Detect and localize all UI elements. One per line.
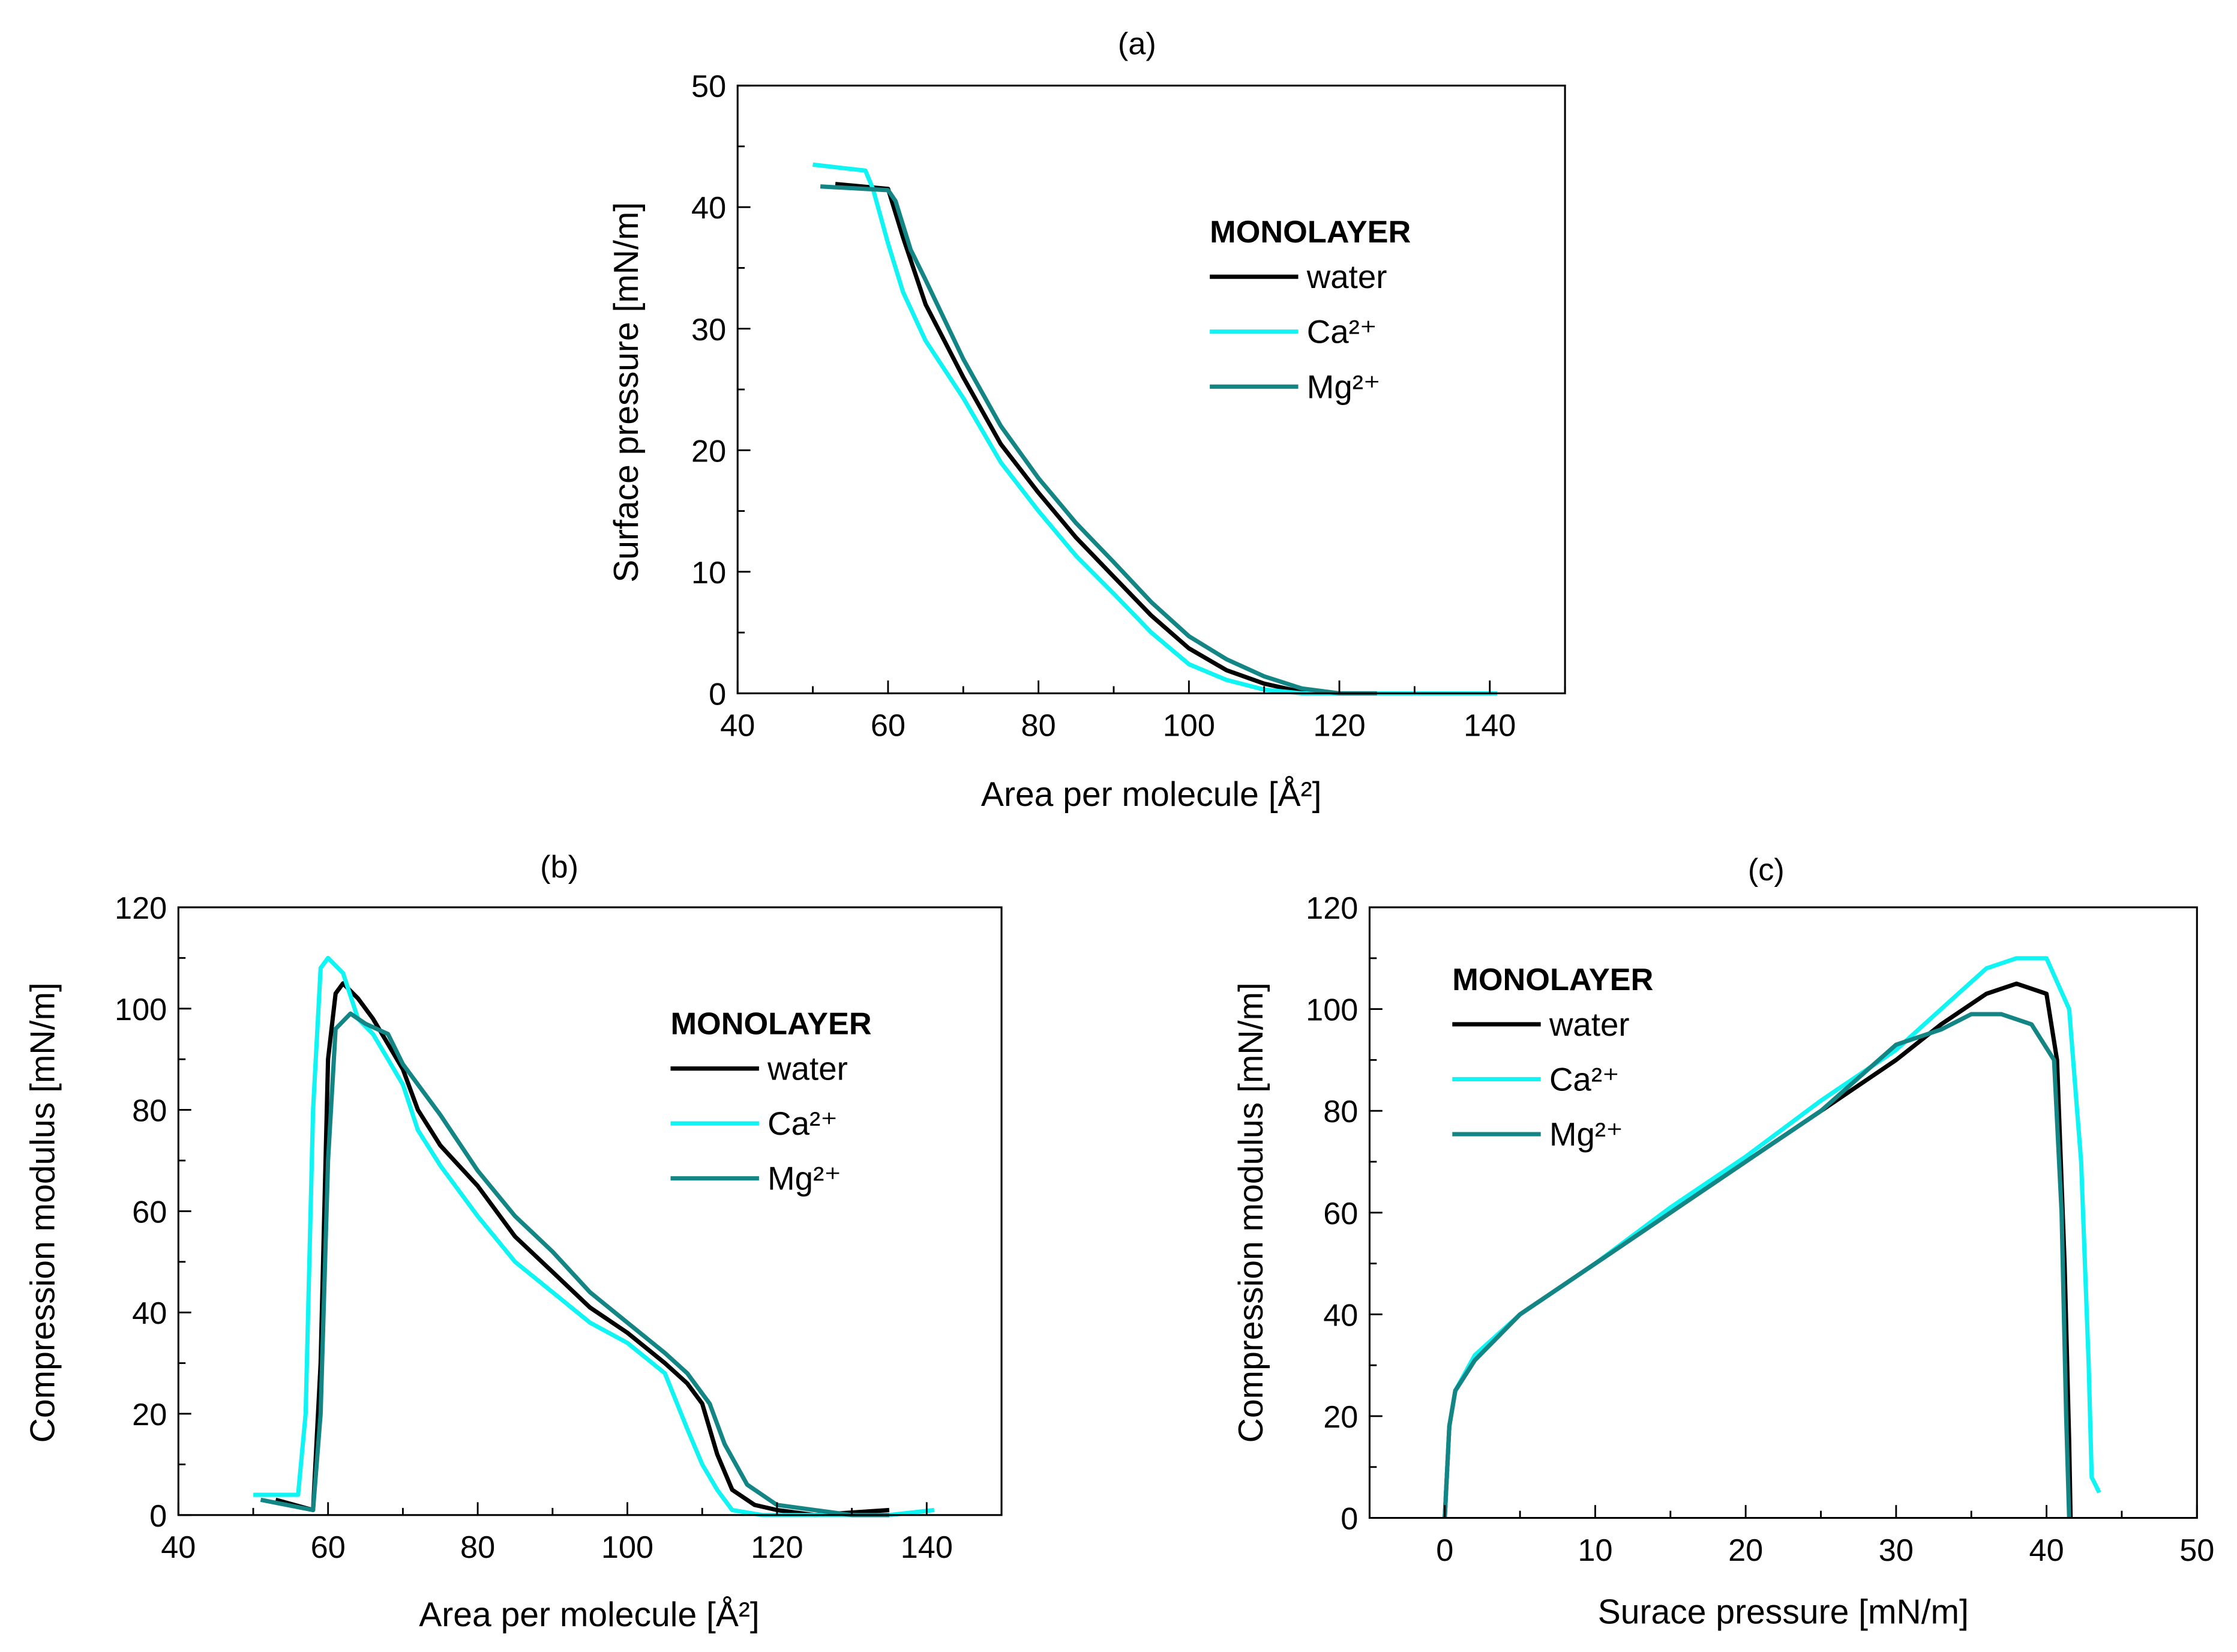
legend: MONOLAYER water Ca²⁺ Mg²⁺ xyxy=(671,1007,872,1197)
y-tick-label: 0 xyxy=(149,1499,167,1534)
y-tick-label: 100 xyxy=(115,993,167,1027)
legend: MONOLAYER water Ca²⁺ Mg²⁺ xyxy=(1210,215,1411,405)
x-tick-label: 10 xyxy=(1578,1533,1612,1568)
series-line-mg xyxy=(260,1011,889,1518)
legend-label: Mg²⁺ xyxy=(1549,1116,1623,1153)
plot-frame xyxy=(1368,906,2198,1519)
legend-title: MONOLAYER xyxy=(1452,963,1653,997)
series-line-water xyxy=(835,182,1340,695)
y-tick-label: 20 xyxy=(1323,1400,1358,1435)
y-axis-title: Compression modulus [mN/m] xyxy=(23,982,62,1443)
y-tick-label: 80 xyxy=(132,1094,167,1129)
y-tick-label: 10 xyxy=(691,556,726,590)
legend-label: Mg²⁺ xyxy=(1307,368,1381,405)
series-line-water xyxy=(275,981,890,1518)
legend-label: Ca²⁺ xyxy=(1549,1062,1620,1098)
legend-title: MONOLAYER xyxy=(1210,215,1411,250)
y-tick-label: 60 xyxy=(1323,1197,1358,1231)
x-tick-label: 30 xyxy=(1879,1533,1914,1568)
legend-label: water xyxy=(767,1051,848,1087)
x-tick-label: 20 xyxy=(1728,1533,1763,1568)
legend-title: MONOLAYER xyxy=(671,1007,872,1042)
y-tick-label: 120 xyxy=(1306,891,1358,926)
legend-label: Mg²⁺ xyxy=(767,1161,841,1197)
panel-c: (c) 0 10 20 30 40 50 0 20 40 60 80 100 120 Surace pres… xyxy=(1232,853,2214,1632)
x-tick-label: 100 xyxy=(601,1530,653,1565)
x-axis-title: Area per molecule [Å²] xyxy=(419,1596,760,1634)
y-tick-label: 30 xyxy=(691,313,726,347)
x-tick-label: 60 xyxy=(871,709,905,743)
y-tick-label: 40 xyxy=(1323,1298,1358,1333)
x-tick-label: 0 xyxy=(1436,1533,1453,1568)
y-tick-label: 50 xyxy=(691,70,726,104)
y-tick-label: 20 xyxy=(691,434,726,469)
panel-label: (c) xyxy=(1748,853,1785,888)
y-tick-label: 0 xyxy=(1341,1502,1358,1537)
panel-label: (b) xyxy=(540,850,578,885)
y-tick-label: 0 xyxy=(709,677,726,712)
series-line-mg xyxy=(820,184,1377,695)
x-tick-label: 40 xyxy=(161,1530,196,1565)
series-line-ca xyxy=(253,955,935,1518)
x-tick-label: 140 xyxy=(901,1530,953,1565)
x-tick-label: 60 xyxy=(311,1530,346,1565)
x-tick-label: 40 xyxy=(2029,1533,2064,1568)
x-tick-label: 120 xyxy=(1313,709,1365,743)
y-tick-label: 80 xyxy=(1323,1095,1358,1129)
x-tick-label: 100 xyxy=(1163,709,1215,743)
y-tick-label: 40 xyxy=(691,191,726,226)
x-axis-title: Area per molecule [Å²] xyxy=(981,775,1322,814)
panel-a: (a) 40 60 80 100 120 140 0 10 20 30 40 50 Area per mo… xyxy=(607,26,1566,814)
x-tick-label: 50 xyxy=(2179,1533,2214,1568)
y-tick-label: 60 xyxy=(132,1195,167,1230)
y-tick-label: 40 xyxy=(132,1296,167,1331)
y-axis-title: Compression modulus [mN/m] xyxy=(1232,982,1270,1443)
x-axis-title: Surace pressure [mN/m] xyxy=(1598,1593,1969,1631)
legend-label: Ca²⁺ xyxy=(1307,314,1377,350)
plot-frame xyxy=(177,906,1003,1516)
legend-label: water xyxy=(1549,1006,1630,1043)
x-tick-label: 140 xyxy=(1464,709,1516,743)
y-axis-title: Surface pressure [mN/m] xyxy=(607,202,646,583)
legend-label: water xyxy=(1306,259,1387,295)
panel-label: (a) xyxy=(1118,26,1156,61)
series-line-water xyxy=(1443,981,2073,1518)
x-tick-label: 120 xyxy=(751,1530,803,1565)
panel-b: (b) 40 60 80 100 120 140 0 20 40 60 80 100 120 Area pe… xyxy=(23,850,1003,1634)
series-line-ca xyxy=(1443,956,2101,1518)
x-tick-label: 80 xyxy=(1021,709,1056,743)
series-line-ca xyxy=(812,162,1498,695)
y-tick-label: 100 xyxy=(1306,993,1358,1028)
legend-label: Ca²⁺ xyxy=(767,1105,838,1142)
series-line-mg xyxy=(1443,1012,2071,1518)
y-tick-label: 20 xyxy=(132,1398,167,1432)
x-tick-label: 40 xyxy=(720,709,755,743)
x-tick-label: 80 xyxy=(460,1530,495,1565)
y-tick-label: 120 xyxy=(115,891,167,926)
legend: MONOLAYER water Ca²⁺ Mg²⁺ xyxy=(1452,963,1653,1153)
